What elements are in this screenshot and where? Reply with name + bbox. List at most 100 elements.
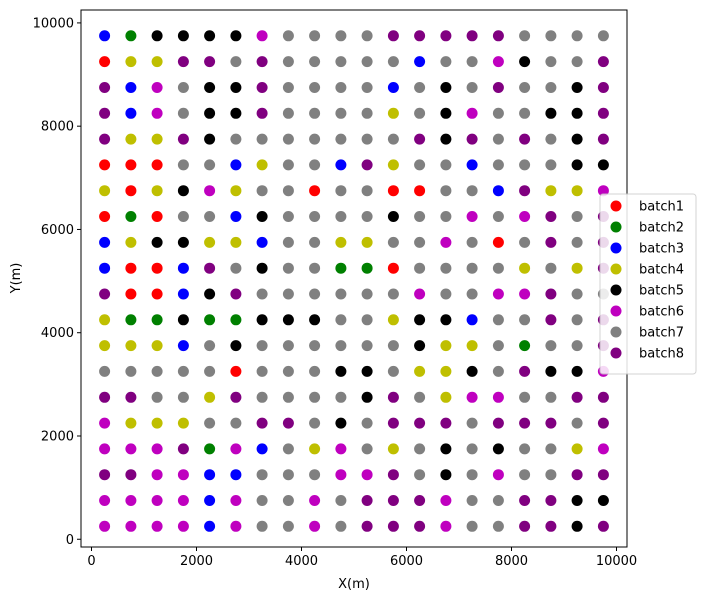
point-batch8 [387,469,399,481]
point-batch6 [177,469,189,481]
point-batch7 [282,443,294,455]
point-batch2 [204,443,216,455]
point-batch6 [99,520,111,532]
point-batch4 [151,417,163,429]
point-batch8 [414,520,426,532]
point-batch7 [335,107,347,119]
point-batch1 [125,185,137,197]
x-axis-label: X(m) [338,577,370,592]
y-tick-label: 8000 [41,120,74,135]
point-batch7 [387,56,399,68]
legend-marker-batch7 [610,326,622,338]
point-batch7 [361,211,373,222]
point-batch7 [545,469,557,481]
x-tick-label: 10000 [596,554,637,569]
point-batch7 [204,365,216,377]
point-batch7 [309,56,321,68]
point-batch7 [256,185,268,197]
point-batch8 [414,417,426,429]
point-batch7 [256,495,268,506]
point-batch4 [519,262,531,274]
point-batch8 [597,82,609,93]
point-batch7 [414,159,426,171]
point-batch7 [492,495,504,506]
point-batch7 [309,262,321,274]
point-batch7 [519,82,531,93]
point-batch8 [519,133,531,145]
point-batch3 [387,82,399,93]
point-batch7 [177,107,189,119]
point-batch7 [309,211,321,222]
point-batch8 [571,469,583,481]
point-batch7 [256,365,268,377]
point-batch4 [125,133,137,145]
point-batch8 [99,391,111,403]
point-batch4 [440,365,452,377]
point-batch7 [335,185,347,197]
point-batch7 [440,56,452,68]
point-batch8 [256,56,268,68]
point-batch3 [177,288,189,300]
point-batch6 [309,520,321,532]
point-batch6 [151,469,163,481]
point-batch7 [545,391,557,403]
point-batch3 [177,340,189,352]
point-batch8 [125,391,137,403]
legend-label-batch1: batch1 [639,200,684,215]
points-layer [99,30,609,532]
point-batch7 [466,417,478,429]
point-batch5 [335,417,347,429]
point-batch4 [571,185,583,197]
point-batch8 [545,314,557,326]
point-batch5 [571,133,583,145]
point-batch2 [125,30,137,42]
point-batch6 [204,185,216,197]
point-batch7 [282,30,294,42]
point-batch7 [492,314,504,326]
point-batch1 [125,159,137,171]
point-batch7 [492,211,504,222]
point-batch8 [177,133,189,145]
x-tick-label: 4000 [285,554,318,569]
point-batch6 [466,391,478,403]
point-batch1 [309,185,321,197]
legend-label-batch4: batch4 [639,263,684,278]
point-batch5 [440,314,452,326]
point-batch5 [361,365,373,377]
point-batch7 [519,30,531,42]
point-batch4 [204,391,216,403]
point-batch1 [125,262,137,274]
point-batch7 [545,159,557,171]
point-batch3 [230,159,242,171]
point-batch4 [125,340,137,352]
point-batch4 [440,391,452,403]
point-batch7 [519,159,531,171]
point-batch8 [519,417,531,429]
y-tick-label: 4000 [41,326,74,341]
point-batch3 [466,314,478,326]
point-batch2 [230,314,242,326]
point-batch7 [361,185,373,197]
point-batch5 [361,391,373,403]
point-batch8 [387,417,399,429]
point-batch5 [571,107,583,119]
point-batch7 [361,30,373,42]
point-batch7 [256,469,268,481]
point-batch6 [335,469,347,481]
point-batch3 [204,495,216,506]
point-batch5 [440,133,452,145]
point-batch8 [597,133,609,145]
point-batch8 [361,495,373,506]
point-batch7 [335,520,347,532]
point-batch5 [256,262,268,274]
point-batch7 [335,56,347,68]
point-batch7 [204,159,216,171]
point-batch5 [440,82,452,93]
point-batch7 [545,56,557,68]
point-batch1 [414,185,426,197]
point-batch6 [151,443,163,455]
point-batch3 [177,262,189,274]
point-batch5 [440,107,452,119]
